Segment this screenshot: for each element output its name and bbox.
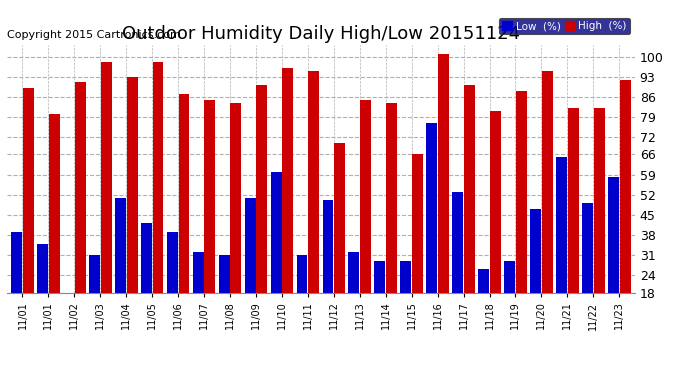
Bar: [297, 255, 308, 292]
Bar: [179, 94, 190, 292]
Bar: [426, 123, 437, 292]
Text: Copyright 2015 Cartronics.com: Copyright 2015 Cartronics.com: [7, 30, 181, 40]
Bar: [152, 62, 164, 292]
Bar: [141, 224, 152, 292]
Bar: [127, 76, 137, 292]
Bar: [464, 85, 475, 292]
Bar: [49, 114, 60, 292]
Bar: [334, 143, 345, 292]
Bar: [101, 62, 112, 292]
Bar: [516, 91, 526, 292]
Bar: [556, 157, 567, 292]
Bar: [582, 203, 593, 292]
Bar: [23, 88, 34, 292]
Bar: [375, 261, 385, 292]
Bar: [308, 71, 319, 292]
Bar: [542, 71, 553, 292]
Legend: Low  (%), High  (%): Low (%), High (%): [499, 18, 629, 34]
Bar: [322, 200, 333, 292]
Bar: [282, 68, 293, 292]
Bar: [452, 192, 463, 292]
Bar: [204, 100, 215, 292]
Bar: [530, 209, 541, 292]
Bar: [490, 111, 501, 292]
Bar: [400, 261, 411, 292]
Title: Outdoor Humidity Daily High/Low 20151124: Outdoor Humidity Daily High/Low 20151124: [122, 26, 520, 44]
Bar: [89, 255, 100, 292]
Bar: [608, 177, 619, 292]
Bar: [593, 108, 604, 292]
Bar: [219, 255, 230, 292]
Bar: [193, 252, 204, 292]
Bar: [257, 85, 267, 292]
Bar: [620, 80, 631, 292]
Bar: [230, 102, 241, 292]
Bar: [11, 232, 22, 292]
Bar: [270, 172, 282, 292]
Bar: [360, 100, 371, 292]
Bar: [75, 82, 86, 292]
Bar: [438, 54, 449, 292]
Bar: [348, 252, 359, 292]
Bar: [37, 244, 48, 292]
Bar: [245, 198, 255, 292]
Bar: [504, 261, 515, 292]
Bar: [386, 102, 397, 292]
Bar: [115, 198, 126, 292]
Bar: [167, 232, 178, 292]
Bar: [412, 154, 423, 292]
Bar: [478, 270, 489, 292]
Bar: [568, 108, 579, 292]
